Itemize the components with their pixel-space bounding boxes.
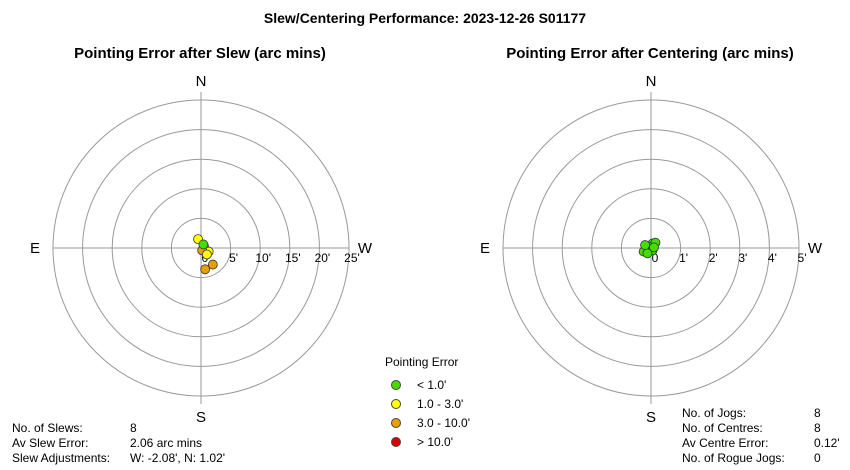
- stat-row: Av Slew Error: 2.06 arc mins: [12, 436, 225, 451]
- tick-label: 20': [315, 251, 331, 265]
- legend-item: 3.0 - 10.0': [385, 413, 470, 432]
- stat-value: 0: [814, 451, 821, 465]
- legend-label: 1.0 - 3.0': [417, 396, 464, 411]
- stat-row: No. of Centres: 8: [682, 421, 840, 436]
- stat-row: Slew Adjustments: W: -2.08', N: 1.02': [12, 451, 225, 466]
- centering-plot-title: Pointing Error after Centering (arc mins…: [506, 45, 794, 62]
- direction-south: S: [196, 409, 206, 426]
- legend-title: Pointing Error: [385, 355, 459, 369]
- stat-label: No. of Centres:: [682, 421, 763, 435]
- legend-swatch: [391, 436, 401, 447]
- tick-label: 0: [652, 251, 659, 265]
- tick-label: 15': [285, 251, 301, 265]
- data-point: [649, 242, 659, 253]
- page-title: Slew/Centering Performance: 2023-12-26 S…: [263, 10, 587, 26]
- stat-label: No. of Jogs:: [682, 406, 747, 420]
- data-point: [202, 249, 212, 260]
- legend-swatch: [391, 398, 401, 409]
- tick-label: 4': [768, 251, 777, 265]
- direction-west: W: [358, 240, 373, 257]
- stat-label: No. of Slews:: [12, 421, 83, 435]
- legend-item: < 1.0': [385, 375, 470, 394]
- centre-stats: No. of Jogs: 8 No. of Centres: 8 Av Cent…: [682, 406, 840, 466]
- direction-south: S: [646, 409, 656, 426]
- legend-label: 3.0 - 10.0': [417, 415, 470, 430]
- data-point: [640, 240, 650, 250]
- tick-label: 3': [738, 251, 747, 265]
- legend-swatch: [391, 417, 401, 428]
- legend-item: 1.0 - 3.0': [385, 394, 470, 413]
- legend-item: > 10.0': [385, 432, 470, 451]
- stat-label: Av Slew Error:: [12, 436, 89, 450]
- data-point: [207, 259, 218, 270]
- direction-west: W: [808, 240, 823, 257]
- direction-east: E: [30, 240, 40, 257]
- stat-row: Av Centre Error: 0.12': [682, 436, 840, 451]
- direction-north: N: [196, 73, 207, 90]
- stat-label: Slew Adjustments:: [12, 451, 111, 465]
- stat-row: No. of Jogs: 8: [682, 406, 840, 421]
- stat-value: 8: [814, 421, 821, 435]
- stat-value: 8: [814, 406, 821, 420]
- stat-value: 0.12': [814, 436, 840, 450]
- stat-label: No. of Rogue Jogs:: [682, 451, 785, 465]
- stat-row: No. of Slews: 8: [12, 421, 225, 436]
- direction-north: N: [646, 73, 657, 90]
- data-point: [200, 264, 211, 275]
- stat-value: W: -2.08', N: 1.02': [130, 451, 226, 465]
- tick-label: 5': [798, 251, 807, 265]
- tick-label: 25': [344, 251, 360, 265]
- direction-east: E: [480, 240, 490, 257]
- stat-label: Av Centre Error:: [682, 436, 769, 450]
- legend: Pointing Error < 1.0' 1.0 - 3.0' 3.0 - 1…: [385, 355, 470, 451]
- stat-row: No. of Rogue Jogs: 0: [682, 451, 840, 466]
- legend-label: > 10.0': [417, 434, 453, 449]
- tick-label: 1': [679, 251, 688, 265]
- tick-label: 10': [255, 251, 271, 265]
- stat-value: 2.06 arc mins: [130, 436, 203, 450]
- data-point: [198, 239, 209, 250]
- stat-value: 8: [130, 421, 137, 435]
- slew-stats: No. of Slews: 8 Av Slew Error: 2.06 arc …: [12, 421, 225, 466]
- tick-label: 2': [709, 251, 718, 265]
- tick-label: 5': [229, 251, 238, 265]
- legend-label: < 1.0': [417, 377, 447, 392]
- legend-swatch: [391, 379, 401, 390]
- slew-plot-title: Pointing Error after Slew (arc mins): [74, 45, 326, 62]
